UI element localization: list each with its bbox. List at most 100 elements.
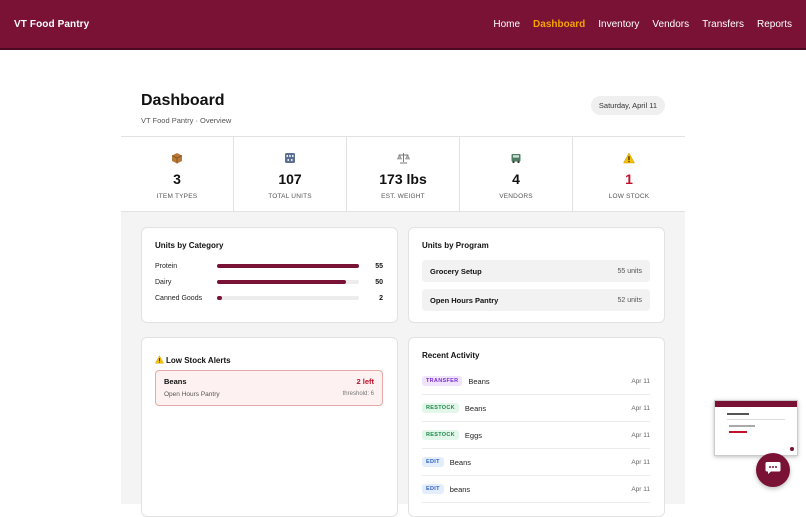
chat-bubble-icon — [765, 461, 781, 480]
box-icon — [170, 151, 184, 165]
preview-dot — [790, 447, 794, 451]
stat-low-stock: 1 LOW STOCK — [573, 137, 685, 211]
category-row: Protein 55 — [155, 261, 383, 271]
nav-vendors[interactable]: Vendors — [652, 18, 690, 30]
stat-item-types: 3 ITEM TYPES — [121, 137, 234, 211]
activity-item: Beans — [464, 403, 487, 413]
warning-icon — [622, 151, 636, 165]
category-row: Dairy 50 — [155, 277, 383, 287]
scale-icon — [396, 151, 410, 165]
page-subtitle: VT Food Pantry · Overview — [141, 116, 232, 125]
card-title: Recent Activity — [422, 351, 480, 360]
activity-tag: RESTOCK — [422, 403, 459, 413]
program-name: Open Hours Pantry — [430, 295, 499, 305]
warning-icon — [155, 351, 164, 369]
page-header: Dashboard VT Food Pantry · Overview Satu… — [141, 92, 665, 125]
alert-units-left: 2 left — [356, 377, 374, 386]
preview-line — [727, 419, 785, 420]
preview-line — [729, 431, 747, 433]
stat-value: 107 — [278, 171, 302, 187]
stat-label: EST. WEIGHT — [381, 193, 425, 200]
main-nav: Home Dashboard Inventory Vendors Transfe… — [493, 19, 792, 30]
stat-label: VENDORS — [499, 193, 533, 200]
stats-row: 3 ITEM TYPES 107 TOTAL UNITS 173 lbs EST… — [121, 136, 685, 212]
category-bar-fill — [217, 280, 347, 284]
category-bar-fill — [217, 264, 359, 268]
nav-reports[interactable]: Reports — [756, 18, 792, 30]
program-name: Grocery Setup — [430, 266, 482, 276]
activity-row[interactable]: RESTOCK Beans Apr 11 — [422, 395, 650, 422]
alert-item-name: Beans — [164, 377, 187, 386]
activity-date: Apr 11 — [631, 431, 650, 439]
category-bar-track — [217, 296, 359, 300]
brand-logo[interactable]: VT Food Pantry — [14, 18, 90, 30]
activity-item: Beans — [468, 376, 490, 386]
abacus-icon — [283, 151, 297, 165]
date-badge: Saturday, April 11 — [590, 96, 665, 115]
stat-value: 1 — [625, 171, 633, 187]
nav-transfers[interactable]: Transfers — [702, 18, 744, 30]
stat-value: 3 — [173, 171, 181, 187]
category-value: 50 — [375, 278, 383, 286]
activity-item: Beans — [449, 457, 472, 467]
units-by-program-card: Units by Program Grocery Setup 55 units … — [408, 227, 665, 323]
stat-value: 173 lbs — [379, 171, 427, 187]
activity-tag: EDIT — [422, 457, 444, 467]
category-bar-fill — [217, 296, 223, 300]
card-title: Units by Category — [155, 241, 224, 250]
dashboard-panels: Units by Category Protein 55 Dairy 50 Ca… — [121, 212, 685, 517]
activity-date: Apr 11 — [631, 485, 650, 493]
category-name: Dairy — [155, 278, 172, 286]
low-stock-card: Low Stock Alerts Beans 2 left Open Hours… — [141, 337, 398, 517]
stat-total-units: 107 TOTAL UNITS — [234, 137, 347, 211]
activity-tag: TRANSFER — [422, 376, 463, 386]
activity-tag: RESTOCK — [422, 430, 459, 440]
activity-date: Apr 11 — [631, 377, 650, 385]
program-row[interactable]: Grocery Setup 55 units — [422, 260, 650, 282]
recent-activity-card: Recent Activity TRANSFER Beans Apr 11 RE… — [408, 337, 665, 517]
nav-dashboard[interactable]: Dashboard — [533, 18, 586, 30]
category-name: Protein — [155, 262, 178, 270]
stat-label: ITEM TYPES — [156, 193, 198, 200]
activity-row[interactable]: EDIT Beans Apr 11 — [422, 449, 650, 476]
activity-tag: EDIT — [422, 484, 444, 494]
nav-inventory[interactable]: Inventory — [598, 18, 640, 30]
card-title: Low Stock Alerts — [166, 355, 231, 365]
alert-threshold: threshold: 6 — [342, 391, 374, 397]
activity-item: Eggs — [464, 430, 483, 440]
page-preview-thumbnail[interactable] — [714, 400, 798, 456]
stat-value: 4 — [512, 171, 520, 187]
program-units: 52 units — [617, 296, 642, 304]
alert-program: Open Hours Pantry — [164, 391, 220, 398]
activity-row[interactable]: TRANSFER Beans Apr 11 — [422, 368, 650, 395]
category-bar-track — [217, 264, 359, 268]
category-row: Canned Goods 2 — [155, 293, 383, 303]
top-navbar: VT Food Pantry Home Dashboard Inventory … — [0, 0, 806, 50]
nav-home[interactable]: Home — [493, 18, 521, 30]
program-units: 55 units — [617, 267, 642, 275]
category-value: 2 — [379, 294, 383, 302]
units-by-category-card: Units by Category Protein 55 Dairy 50 Ca… — [141, 227, 398, 323]
activity-date: Apr 11 — [631, 404, 650, 412]
stat-vendors: 4 VENDORS — [460, 137, 573, 211]
card-header: Low Stock Alerts — [155, 351, 231, 369]
program-row[interactable]: Open Hours Pantry 52 units — [422, 289, 650, 311]
activity-row[interactable]: RESTOCK Eggs Apr 11 — [422, 422, 650, 449]
activity-item: beans — [449, 484, 471, 494]
category-value: 55 — [375, 262, 383, 270]
preview-navbar — [715, 401, 797, 407]
truck-icon — [509, 151, 523, 165]
activity-date: Apr 11 — [631, 458, 650, 466]
stat-label: LOW STOCK — [608, 193, 650, 200]
category-bar-track — [217, 280, 359, 284]
preview-line — [729, 425, 755, 427]
stat-est-weight: 173 lbs EST. WEIGHT — [347, 137, 460, 211]
activity-row[interactable]: EDIT beans Apr 11 — [422, 476, 650, 503]
stat-label: TOTAL UNITS — [268, 193, 312, 200]
dashboard-main: Dashboard VT Food Pantry · Overview Satu… — [121, 50, 685, 517]
page-title: Dashboard — [141, 92, 225, 109]
category-name: Canned Goods — [155, 294, 203, 302]
chat-button[interactable] — [756, 453, 790, 487]
low-stock-alert[interactable]: Beans 2 left Open Hours Pantry threshold… — [155, 370, 383, 406]
preview-line — [727, 413, 749, 415]
